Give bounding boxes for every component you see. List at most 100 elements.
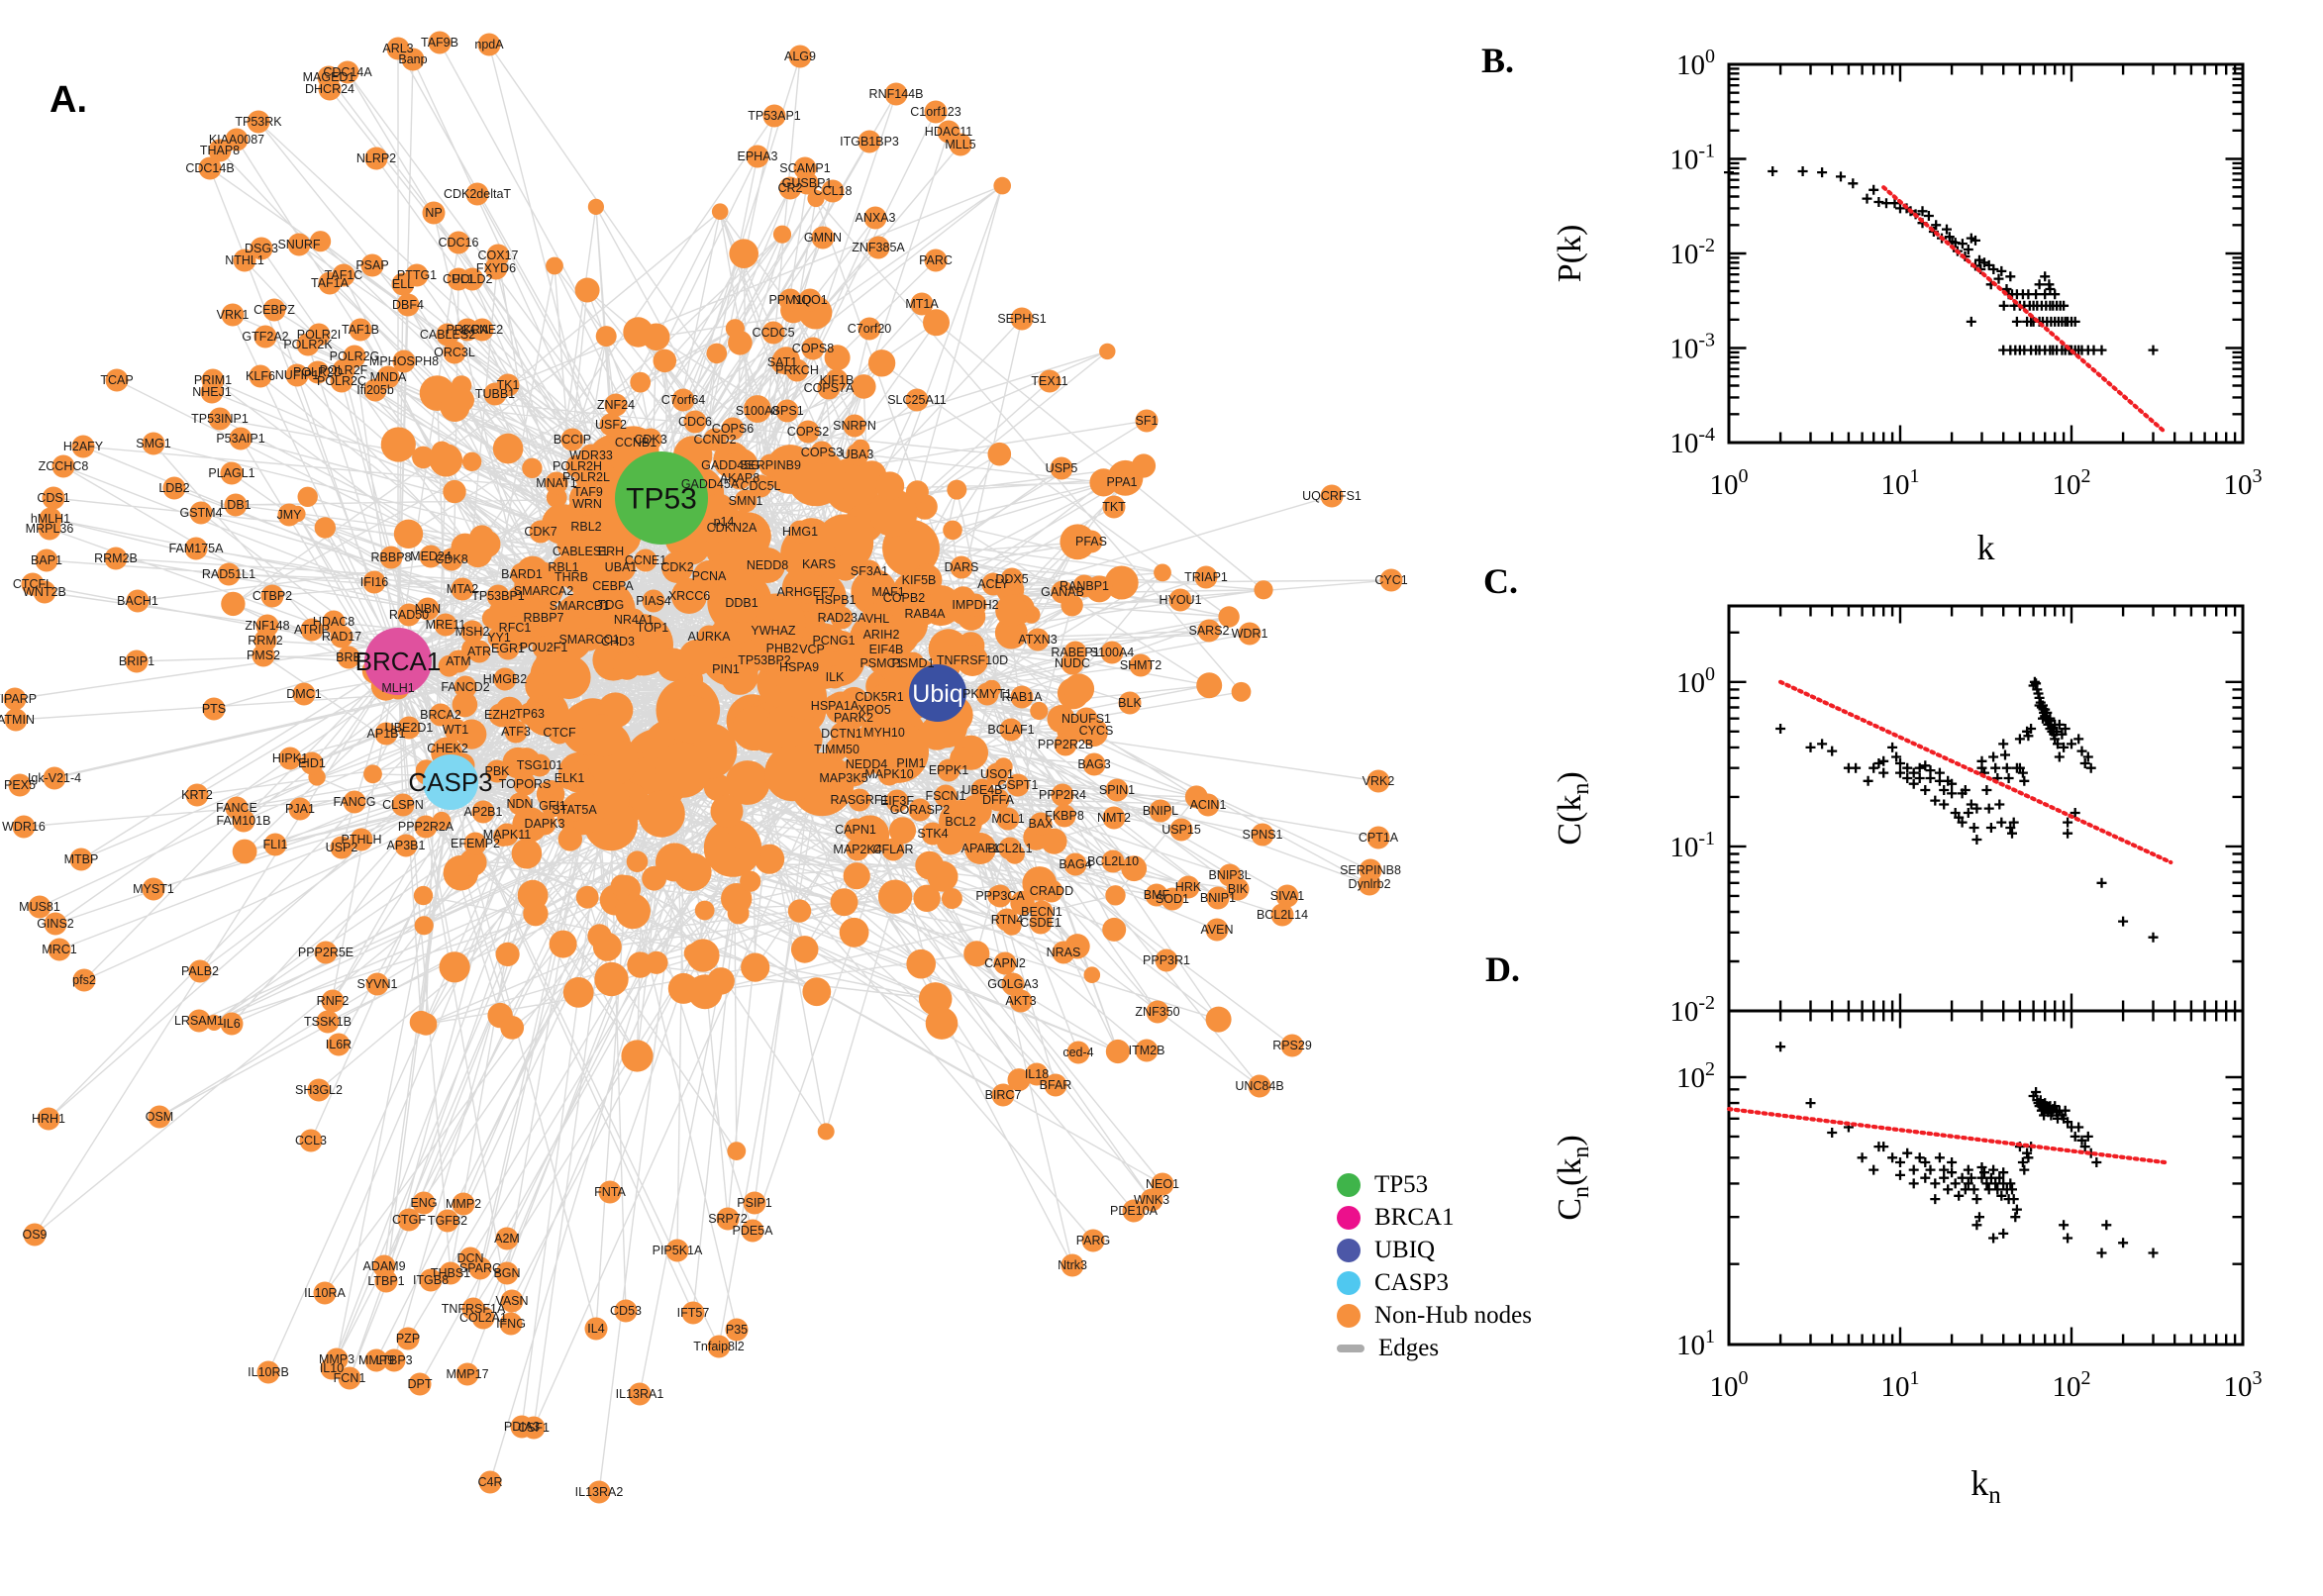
- scatter-points: [1775, 1042, 2159, 1258]
- svg-text:NHEJ1: NHEJ1: [192, 385, 232, 399]
- svg-text:VCP: VCP: [799, 643, 825, 656]
- network-node: [493, 667, 517, 691]
- network-node: [69, 848, 93, 871]
- network-node: [858, 130, 881, 153]
- network-node: [318, 271, 342, 295]
- network-node: [1060, 651, 1084, 675]
- svg-text:COPS6: COPS6: [712, 422, 754, 436]
- network-node: [937, 758, 960, 782]
- network-node: [749, 474, 772, 498]
- network-node: [995, 908, 1019, 932]
- network-node: [910, 292, 934, 316]
- svg-text:ATF3: ATF3: [501, 725, 531, 739]
- network-node: [924, 249, 948, 272]
- network-node: [307, 1078, 331, 1102]
- svg-text:MLL5: MLL5: [945, 138, 975, 151]
- y-axis-label: C(kn): [1552, 771, 1594, 845]
- network-node: [330, 625, 354, 648]
- network-node: [1366, 769, 1390, 793]
- network-node: [379, 546, 403, 569]
- svg-text:BGN: BGN: [493, 1266, 520, 1280]
- svg-text:TIPARP: TIPARP: [0, 692, 37, 706]
- network-node: [562, 798, 586, 822]
- svg-text:RPS29: RPS29: [1272, 1039, 1312, 1052]
- svg-text:CD53: CD53: [610, 1304, 642, 1318]
- svg-text:PDIA3: PDIA3: [504, 1420, 540, 1434]
- svg-text:PFAS: PFAS: [1075, 535, 1107, 549]
- network-node: [661, 551, 693, 583]
- network-node: [416, 597, 440, 621]
- network-node: [495, 1227, 519, 1250]
- svg-text:ORC3L: ORC3L: [434, 346, 475, 359]
- network-node: [249, 364, 272, 388]
- legend-label: CASP3: [1374, 1268, 1450, 1296]
- network-node: [794, 580, 818, 604]
- hub-label-ubiq: Ubiq: [912, 680, 962, 708]
- svg-text:CYCS: CYCS: [1079, 724, 1114, 738]
- network-node: [697, 625, 721, 648]
- network-node: [444, 718, 467, 742]
- svg-text:100: 100: [1710, 1367, 1749, 1403]
- svg-text:XRCC6: XRCC6: [668, 589, 710, 603]
- network-node: [601, 574, 625, 598]
- network-node: [1146, 1000, 1169, 1024]
- svg-text:PIN1: PIN1: [712, 662, 740, 676]
- network-node: [559, 565, 583, 589]
- network-node: [606, 552, 636, 582]
- network-node: [1084, 719, 1108, 743]
- svg-text:100: 100: [1676, 46, 1715, 81]
- svg-text:NBN: NBN: [415, 602, 441, 616]
- network-node: [681, 1301, 705, 1325]
- network-node: [1122, 1199, 1146, 1223]
- network-node: [1025, 1062, 1049, 1086]
- network-node: [229, 427, 252, 450]
- network-node: [707, 1335, 731, 1358]
- svg-text:103: 103: [2224, 465, 2263, 501]
- legend-item-nonhub: Non-Hub nodes: [1337, 1299, 1565, 1332]
- network-node: [447, 231, 470, 254]
- svg-text:ATRIP: ATRIP: [294, 623, 330, 637]
- svg-text:SHMT2: SHMT2: [1120, 658, 1162, 672]
- svg-text:PLAGL1: PLAGL1: [208, 466, 254, 480]
- network-node: [33, 580, 56, 604]
- network-node: [1102, 495, 1126, 519]
- svg-text:BRIP1: BRIP1: [119, 654, 154, 668]
- svg-text:BARD1: BARD1: [501, 567, 543, 581]
- svg-text:MAF1: MAF1: [871, 585, 904, 599]
- network-node: [436, 1209, 459, 1233]
- svg-text:SPARC: SPARC: [459, 1261, 501, 1275]
- svg-text:IL10: IL10: [320, 1361, 344, 1375]
- svg-text:TOP1: TOP1: [637, 621, 668, 635]
- svg-text:CDK3: CDK3: [634, 433, 666, 447]
- svg-text:BACH1: BACH1: [117, 594, 158, 608]
- svg-text:DDX5: DDX5: [995, 572, 1028, 586]
- svg-text:10-2: 10-2: [1669, 992, 1715, 1028]
- svg-text:HDAC8: HDAC8: [313, 615, 354, 629]
- svg-text:SNRPN: SNRPN: [833, 419, 876, 433]
- network-node: [858, 317, 881, 341]
- network-node: [233, 249, 256, 272]
- panel-b-label: B.: [1481, 41, 1515, 80]
- network-node: [350, 828, 373, 851]
- svg-text:KIAA0087: KIAA0087: [209, 133, 264, 147]
- network-node: [587, 1480, 611, 1504]
- svg-text:TUBB1: TUBB1: [475, 387, 515, 401]
- svg-text:PDE10A: PDE10A: [1110, 1204, 1159, 1218]
- network-node: [296, 333, 320, 356]
- network-node: [810, 441, 834, 464]
- svg-text:PPA1: PPA1: [1106, 475, 1137, 489]
- network-node: [800, 638, 824, 661]
- svg-text:Ntrk3: Ntrk3: [1058, 1258, 1087, 1272]
- svg-text:RABEP1: RABEP1: [1051, 646, 1099, 659]
- svg-text:FANCD2: FANCD2: [441, 680, 489, 694]
- network-node: [306, 360, 330, 384]
- network-node: [455, 1362, 479, 1386]
- svg-text:KLF6: KLF6: [246, 369, 275, 383]
- network-node: [1040, 879, 1063, 903]
- svg-text:PALB2: PALB2: [181, 964, 219, 978]
- svg-text:TAF1B: TAF1B: [342, 323, 379, 337]
- svg-text:EFEMP2: EFEMP2: [451, 837, 500, 850]
- svg-text:BLK: BLK: [1118, 696, 1142, 710]
- network-node: [392, 349, 416, 373]
- network-node: [899, 751, 923, 775]
